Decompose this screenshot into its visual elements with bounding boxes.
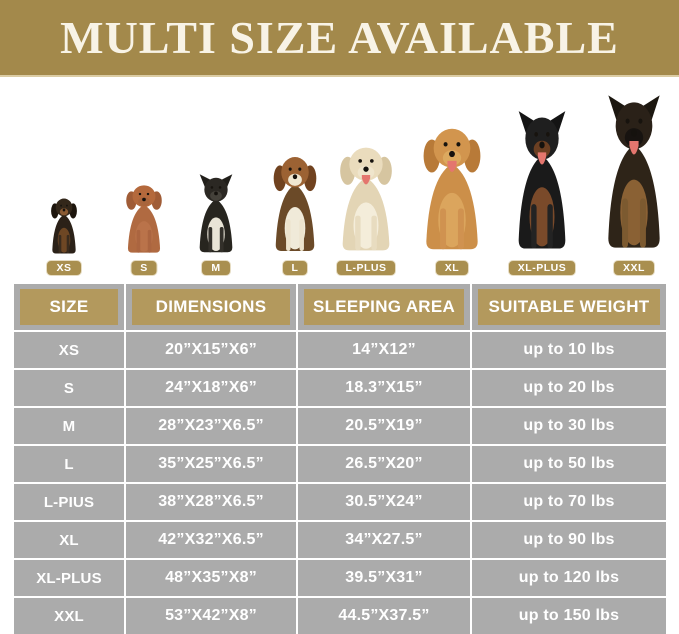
table-row-l-pius: L-PIUS 38”X28”X6.5” 30.5”X24” up to 70 lbs xyxy=(14,484,666,520)
column-header-label: DIMENSIONS xyxy=(132,289,290,325)
column-header-label: SLEEPING AREA xyxy=(304,289,464,325)
cell-xxl-suitable-weight: up to 150 lbs xyxy=(472,598,666,634)
table-row-s: S 24”X18”X6” 18.3”X15” up to 20 lbs xyxy=(14,370,666,406)
size-badge-xxl: XXL xyxy=(613,260,655,276)
cell-xl-size: XL xyxy=(14,522,124,558)
cell-l-pius-sleeping-area: 30.5”X24” xyxy=(298,484,470,520)
dog-illustration-golden-retriever xyxy=(423,128,481,250)
dog-group-s: S xyxy=(117,181,172,276)
dog-illustration-doberman xyxy=(518,111,566,249)
column-header-suitable-weight: SUITABLE WEIGHT xyxy=(472,284,666,330)
cell-xl-dimensions: 42”X32”X6.5” xyxy=(126,522,296,558)
cell-l-suitable-weight: up to 50 lbs xyxy=(472,446,666,482)
cell-s-dimensions: 24”X18”X6” xyxy=(126,370,296,406)
dog-group-xs: XS xyxy=(44,195,84,276)
dog-illustration-french-bulldog xyxy=(199,174,233,253)
size-badge-xs: XS xyxy=(46,260,82,276)
table-row-xxl: XXL 53”X42”X8” 44.5”X37.5” up to 150 lbs xyxy=(14,598,666,634)
dog-illustration-dachshund xyxy=(51,198,77,254)
dog-illustration-german-shepherd xyxy=(608,95,660,248)
table-header-row: SIZE DIMENSIONS SLEEPING AREA SUITABLE WEIG… xyxy=(14,284,666,330)
page-title: MULTI SIZE AVAILABLE xyxy=(60,12,619,63)
dog-illustration-beagle xyxy=(273,157,317,251)
column-header-size: SIZE xyxy=(14,284,124,330)
dog-group-xxl: XXL xyxy=(590,93,678,276)
cell-l-size: L xyxy=(14,446,124,482)
cell-l-sleeping-area: 26.5”X20” xyxy=(298,446,470,482)
size-badge-s: S xyxy=(130,260,158,276)
size-badge-m: M xyxy=(201,260,231,276)
cell-xl-plus-dimensions: 48”X35”X8” xyxy=(126,560,296,596)
column-header-label: SUITABLE WEIGHT xyxy=(478,289,660,325)
table-row-l: L 35”X25”X6.5” 26.5”X20” up to 50 lbs xyxy=(14,446,666,482)
dog-illustration-toy-poodle xyxy=(126,185,162,253)
cell-xl-sleeping-area: 34”X27.5” xyxy=(298,522,470,558)
dog-illustration-cream-labrador xyxy=(340,147,392,251)
cell-l-pius-dimensions: 38”X28”X6.5” xyxy=(126,484,296,520)
dog-group-l-plus: L-PLUS xyxy=(326,141,406,276)
column-header-dimensions: DIMENSIONS xyxy=(126,284,296,330)
cell-l-pius-size: L-PIUS xyxy=(14,484,124,520)
cell-m-sleeping-area: 20.5”X19” xyxy=(298,408,470,444)
table-row-m: M 28”X23”X6.5” 20.5”X19” up to 30 lbs xyxy=(14,408,666,444)
table-row-xl: XL 42”X32”X6.5” 34”X27.5” up to 90 lbs xyxy=(14,522,666,558)
table-row-xs: XS 20”X15”X6” 14”X12” up to 10 lbs xyxy=(14,332,666,368)
dog-group-xl: XL xyxy=(408,121,496,276)
cell-xs-suitable-weight: up to 10 lbs xyxy=(472,332,666,368)
cell-xxl-sleeping-area: 44.5”X37.5” xyxy=(298,598,470,634)
table-row-xl-plus: XL-PLUS 48”X35”X8” 39.5”X31” up to 120 lbs xyxy=(14,560,666,596)
size-badge-xl: XL xyxy=(434,260,470,276)
cell-xl-plus-sleeping-area: 39.5”X31” xyxy=(298,560,470,596)
cell-xl-plus-suitable-weight: up to 120 lbs xyxy=(472,560,666,596)
title-banner: MULTI SIZE AVAILABLE xyxy=(0,0,679,77)
cell-m-dimensions: 28”X23”X6.5” xyxy=(126,408,296,444)
cell-xs-dimensions: 20”X15”X6” xyxy=(126,332,296,368)
cell-xl-plus-size: XL-PLUS xyxy=(14,560,124,596)
cell-s-suitable-weight: up to 20 lbs xyxy=(472,370,666,406)
cell-xxl-size: XXL xyxy=(14,598,124,634)
dog-group-xl-plus: XL-PLUS xyxy=(502,109,582,276)
column-header-label: SIZE xyxy=(20,289,118,325)
column-header-sleeping-area: SLEEPING AREA xyxy=(298,284,470,330)
cell-s-sleeping-area: 18.3”X15” xyxy=(298,370,470,406)
size-badge-l-plus: L-PLUS xyxy=(335,260,397,276)
cell-s-size: S xyxy=(14,370,124,406)
cell-l-pius-suitable-weight: up to 70 lbs xyxy=(472,484,666,520)
cell-m-suitable-weight: up to 30 lbs xyxy=(472,408,666,444)
size-badge-xl-plus: XL-PLUS xyxy=(507,260,577,276)
dog-group-l: L xyxy=(262,151,328,276)
size-badge-l: L xyxy=(281,260,309,276)
cell-xl-suitable-weight: up to 90 lbs xyxy=(472,522,666,558)
cell-l-dimensions: 35”X25”X6.5” xyxy=(126,446,296,482)
dog-size-lineup: XS S M L xyxy=(0,77,679,278)
size-table: SIZE DIMENSIONS SLEEPING AREA SUITABLE WEIG… xyxy=(14,284,666,634)
cell-xs-size: XS xyxy=(14,332,124,368)
cell-xxl-dimensions: 53”X42”X8” xyxy=(126,598,296,634)
cell-m-size: M xyxy=(14,408,124,444)
cell-xs-sleeping-area: 14”X12” xyxy=(298,332,470,368)
dog-group-m: M xyxy=(188,173,244,276)
